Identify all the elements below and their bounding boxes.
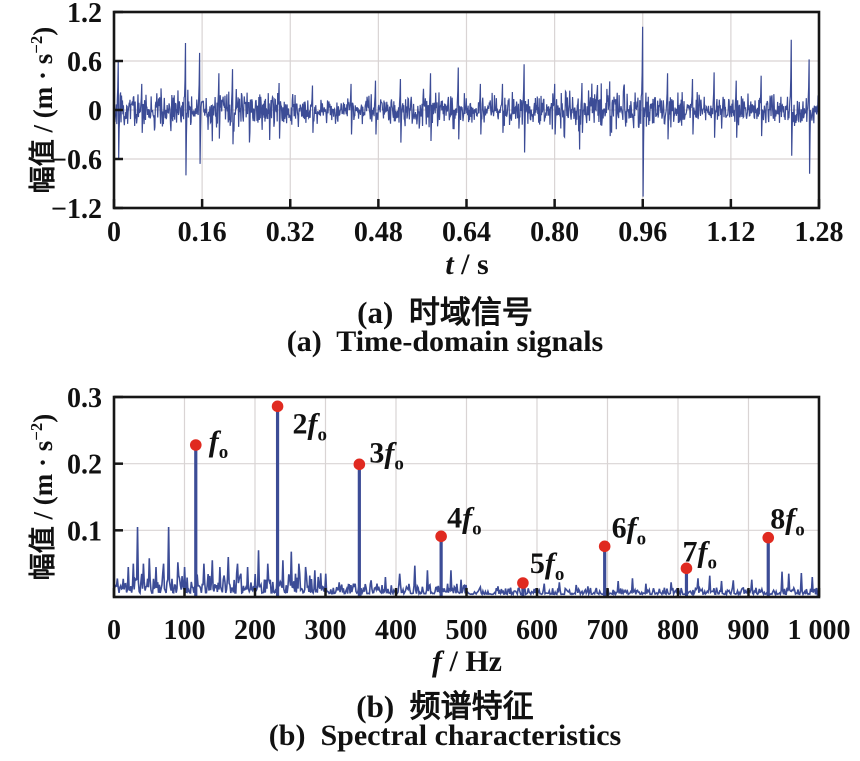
caption-b-en: (b) Spectral characteristics	[268, 719, 622, 752]
x-tick-label: 700	[587, 615, 629, 646]
x-tick-label: 500	[446, 615, 488, 646]
x-tick-label: 0	[107, 217, 121, 248]
peak-label: 3fo	[369, 436, 404, 474]
peak-label: 7fo	[682, 535, 717, 573]
caption-a-en: (a) Time-domain signals	[286, 325, 604, 358]
y-tick-label: −1.2	[51, 194, 102, 225]
y-tick-label: −0.6	[51, 145, 102, 176]
peak-marker-dot	[517, 577, 529, 589]
x-axis-label-a-unit: / s	[453, 248, 489, 281]
x-tick-label: 900	[728, 615, 770, 646]
plot-border	[112, 395, 821, 599]
x-tick-label: 0.64	[442, 217, 491, 248]
caption-a-zh: (a) 时域信号	[357, 295, 533, 330]
time-domain-plot: 0 0.16 0.32 0.48 0.64 0.80 0.96 1.12 1.28 1.2 0.6 0…	[51, 0, 844, 248]
y-tick-label: 1.2	[67, 0, 102, 29]
x-tick-label: 0.32	[266, 217, 315, 248]
x-tick-label: 800	[657, 615, 699, 646]
x-tick-label: 0.48	[354, 217, 403, 248]
x-tick-label: 200	[234, 615, 276, 646]
peak-label: 5fo	[530, 547, 565, 585]
y-tick-label: 0.3	[67, 383, 102, 414]
y-tick-label: 0.2	[67, 450, 102, 481]
y-tick-label: 0.1	[67, 516, 102, 547]
peak-label: 2fo	[293, 407, 328, 445]
x-tick-label: 0.96	[618, 217, 667, 248]
peak-marker-dot	[762, 531, 775, 544]
peak-marker-dot	[271, 400, 284, 413]
x-tick-label: 1.28	[795, 217, 844, 248]
x-tick-label: 0.80	[530, 217, 579, 248]
x-tick-label: 400	[375, 615, 417, 646]
x-tick-label: 1 000	[788, 615, 851, 646]
x-axis-label-b: f / Hz	[114, 645, 820, 679]
peak-marker-dot	[598, 540, 611, 553]
x-axis-label-a: t / s	[114, 248, 820, 282]
peak-label: 8fo	[770, 503, 805, 541]
x-tick-label: 300	[305, 615, 347, 646]
x-tick-label: 100	[164, 615, 206, 646]
caption-b-zh: (b) 频谱特征	[356, 689, 534, 724]
spectrum-plot: fo 2fo 3fo 4fo 5fo 6fo 7fo 8fo 0 100 200 300 400 500 6…	[67, 383, 851, 646]
peak-marker-dot	[353, 458, 366, 471]
peak-label: 6fo	[612, 511, 647, 549]
x-tick-label: 0	[107, 615, 121, 646]
peak-marker-dot	[680, 562, 693, 575]
plot-border	[112, 10, 821, 210]
y-tick-label: 0	[88, 96, 102, 127]
peak-marker-dot	[435, 530, 447, 543]
waveform-line	[114, 26, 819, 197]
x-tick-label: 1.12	[706, 217, 755, 248]
y-tick-label: 0.6	[67, 47, 102, 78]
peak-label: fo	[209, 425, 229, 463]
peak-label: 4fo	[447, 501, 482, 539]
x-axis-label-b-var: f	[432, 645, 442, 678]
peak-marker-dot	[189, 439, 202, 451]
x-axis-label-b-unit: / Hz	[442, 645, 503, 678]
x-tick-label: 0.16	[178, 217, 227, 248]
x-tick-label: 600	[516, 615, 558, 646]
x-axis-label-a-var: t	[445, 248, 454, 281]
